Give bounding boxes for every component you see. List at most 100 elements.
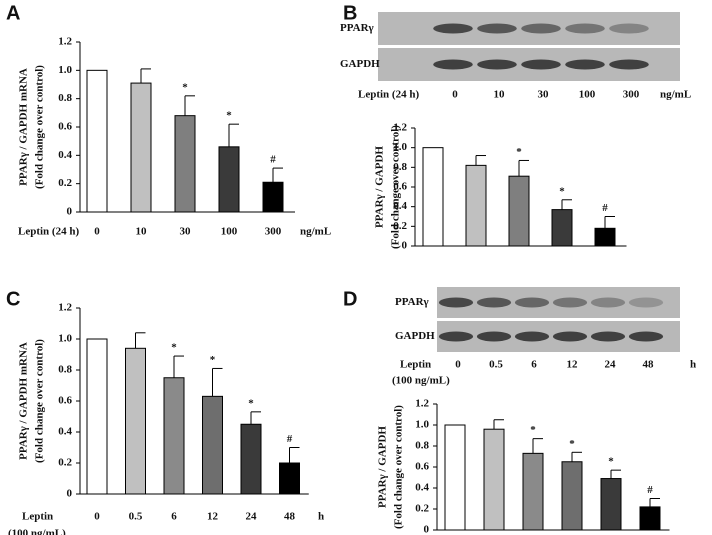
blot-band [433,23,473,34]
x-unit: h [318,511,324,523]
y-tick-label: 0.6 [58,121,72,133]
x-tick-label: 300 [623,89,640,101]
blot-band [552,297,588,308]
y-axis-label: PPARγ / GAPDH [377,426,389,508]
x-tick-label: 30 [538,89,550,101]
y-tick-label: 0 [424,524,430,535]
x-tick-label: 100 [579,89,596,101]
x-axis-label: Leptin (24 h) [358,89,419,101]
panel-label: A [6,2,20,24]
x-unit: ng/mL [660,89,691,101]
x-axis-label: (100 ng/mL) [8,528,66,535]
x-tick-label: 24 [605,359,617,371]
x-unit: ng/mL [300,226,331,238]
bar [86,338,108,495]
y-tick-label: 0.2 [58,177,72,189]
blot-band [521,59,561,70]
y-tick-label: 0.2 [393,220,407,232]
bar [422,147,444,247]
significance-mark: * [182,81,188,93]
y-tick-label: 0.6 [415,461,429,473]
panel-label: B [343,2,357,24]
blot-band [609,59,649,70]
x-tick-label: 12 [207,511,219,523]
blot-band [514,331,550,342]
bar [130,82,152,213]
y-axis-label: PPARγ / GAPDH mRNA [18,342,30,460]
blot-band [476,331,512,342]
bar [262,181,284,213]
bar [444,424,466,531]
y-tick-label: 0 [67,206,73,218]
y-tick-label: 1.2 [58,302,72,314]
bar [125,347,146,495]
panel-label: D [343,288,357,310]
bar [202,395,223,495]
blot-band [476,297,512,308]
blot-band [628,331,664,342]
y-axis-label: PPARγ / GAPDH mRNA [18,68,30,186]
y-tick-label: 1.0 [415,419,429,431]
x-tick-label: 0 [94,226,100,238]
x-tick-label: 10 [136,226,148,238]
x-axis-label: Leptin [400,359,431,371]
bar [639,506,661,531]
y-tick-label: 0.6 [393,181,407,193]
blot-label: PPARγ [395,296,429,308]
x-tick-label: 24 [246,511,258,523]
y-tick-label: 0 [402,240,408,252]
y-tick-label: 0 [67,488,73,500]
bar [163,377,185,495]
y-tick-label: 1.0 [58,64,72,76]
y-axis-label: (Fold change over control) [34,65,46,189]
blot-band [514,297,550,308]
blot-band [433,59,473,70]
bar [561,461,583,531]
significance-mark: * [171,342,177,354]
y-axis-label: (Fold change over control) [393,405,405,529]
blot-label: PPARγ [340,22,374,34]
y-tick-label: 0.8 [415,440,429,452]
significance-mark: * [608,456,614,468]
bar [508,175,530,247]
y-tick-label: 0.8 [393,161,407,173]
blot-band [565,59,605,70]
x-tick-label: 48 [284,511,296,523]
bar [240,423,262,495]
bar [465,164,487,247]
bar [218,146,240,213]
x-tick-label: 6 [171,511,177,523]
significance-mark: # [287,433,293,445]
x-tick-label: 0 [94,511,100,523]
significance-mark: # [270,154,276,166]
x-tick-label: 30 [180,226,192,238]
significance-mark: # [647,484,653,496]
blot-band [590,331,626,342]
y-tick-label: 0.8 [58,364,72,376]
significance-mark: * [210,354,216,366]
blot-band [521,23,561,34]
y-tick-label: 0.2 [58,457,72,469]
y-tick-label: 0.8 [58,92,72,104]
significance-mark: * [559,185,565,197]
bar [600,478,622,531]
y-tick-label: 0.4 [415,482,429,494]
y-axis-label: PPARγ / GAPDH [374,146,386,228]
significance-mark: * [226,110,232,122]
x-tick-label: 0 [452,89,458,101]
blot-label: GAPDH [395,330,435,342]
bar [279,462,300,495]
blot-band [590,297,626,308]
bar [551,209,573,247]
y-axis-label: (Fold change over control) [390,125,402,249]
significance-mark: * [248,397,254,409]
blot-band [609,23,649,34]
x-tick-label: 100 [221,226,238,238]
x-axis-label: (100 ng/mL) [392,375,450,387]
blot-band [628,297,664,308]
blot-band [438,297,474,308]
bar [86,69,108,213]
x-axis-label: Leptin (24 h) [18,226,79,238]
bar [594,227,616,247]
